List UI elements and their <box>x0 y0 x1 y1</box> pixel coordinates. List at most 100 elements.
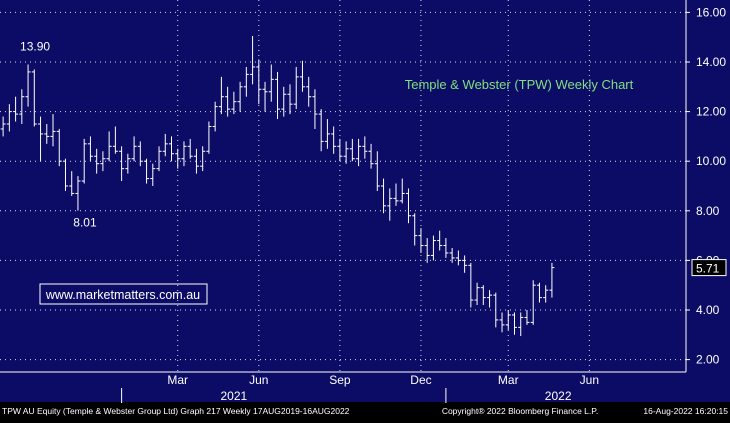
ohlc-bar <box>200 146 206 172</box>
footer-timestamp: 16-Aug-2022 16:20:15 <box>643 406 728 416</box>
ohlc-bar <box>225 86 231 117</box>
ohlc-bar <box>543 285 549 303</box>
ohlc-bar <box>287 84 293 115</box>
ohlc-bar <box>131 136 137 162</box>
ohlc-bar <box>144 158 150 184</box>
ohlc-bar <box>13 96 19 122</box>
ohlc-bar <box>112 126 118 154</box>
chart-title: Temple & Webster (TPW) Weekly Chart <box>405 77 634 92</box>
ohlc-bar <box>137 141 143 167</box>
annotations: 13.90 8.01 <box>20 39 97 229</box>
ohlc-bar <box>218 76 224 115</box>
ohlc-bar <box>81 138 87 184</box>
watermark-border <box>39 283 208 305</box>
ohlc-bar <box>75 176 81 211</box>
ohlc-bar <box>331 126 337 154</box>
ohlc-bar <box>487 290 493 308</box>
x-year-label: 2021 <box>221 389 248 403</box>
x-month-label: Dec <box>410 373 431 387</box>
y-tick-label: 12.00 <box>696 105 726 119</box>
ohlc-bar <box>318 109 324 152</box>
ohlc-bar <box>231 91 237 115</box>
ohlc-bar <box>156 146 162 172</box>
ohlc-bar <box>418 228 424 253</box>
footer-copyright: Copyright® 2022 Bloomberg Finance L.P. <box>442 406 598 416</box>
ohlc-bar <box>206 121 212 154</box>
ohlc-bar <box>312 89 318 129</box>
ohlc-bar <box>50 114 56 147</box>
ohlc-bar <box>281 86 287 117</box>
ohlc-bar <box>493 292 499 328</box>
ohlc-bar <box>193 148 199 174</box>
x-year-label: 2022 <box>545 389 572 403</box>
ohlc-bar <box>293 66 299 110</box>
ohlc-bar <box>262 81 268 112</box>
ohlc-bar <box>393 183 399 206</box>
ohlc-bar <box>337 138 343 162</box>
ohlc-bar <box>474 282 480 306</box>
y-tick-label: 14.00 <box>696 55 726 69</box>
ohlc-bar <box>268 64 274 102</box>
last-price-box <box>691 259 727 277</box>
ohlc-bar <box>38 116 44 162</box>
y-tick-label: 10.00 <box>696 154 726 168</box>
y-tick-label: 4.00 <box>696 303 720 317</box>
x-month-label: Jun <box>249 373 268 387</box>
plot-area <box>0 0 730 402</box>
ohlc-bar <box>181 141 187 167</box>
y-tick-label: 16.00 <box>696 5 726 19</box>
ohlc-bar <box>275 71 281 120</box>
price-bars <box>0 35 555 337</box>
ohlc-bar <box>25 64 31 107</box>
y-tick-label: 8.00 <box>696 204 720 218</box>
last-price-tag: 5.71 <box>691 259 727 277</box>
ohlc-bar <box>237 81 243 112</box>
ohlc-bar <box>362 136 368 159</box>
last-price-label: 5.71 <box>696 262 720 276</box>
watermark-box: www.marketmatters.com.au <box>39 283 208 305</box>
x-month-label: Jun <box>580 373 599 387</box>
ohlc-bar <box>437 230 443 251</box>
ohlc-bar <box>449 248 455 263</box>
ohlc-bar <box>505 310 511 330</box>
ohlc-bar <box>349 138 355 162</box>
ohlc-bar <box>443 238 449 258</box>
ohlc-bar <box>87 136 93 162</box>
footer-bar <box>0 403 730 418</box>
ohlc-bar <box>343 141 349 164</box>
ohlc-bar <box>536 282 542 303</box>
ohlc-bar <box>412 213 418 246</box>
ohlc-bar <box>374 151 380 191</box>
ohlc-bar <box>212 101 218 132</box>
watermark-text: www.marketmatters.com.au <box>45 288 200 302</box>
ohlc-bar <box>399 178 405 204</box>
ohlc-bar <box>256 59 262 105</box>
ohlc-bar <box>499 312 505 333</box>
ohlc-bar <box>549 262 555 298</box>
ohlc-bar <box>524 310 530 325</box>
ohlc-bar <box>94 148 100 174</box>
ohlc-bar <box>119 146 125 182</box>
ohlc-bar <box>250 35 256 85</box>
ohlc-bar <box>368 143 374 169</box>
ohlc-bar <box>405 188 411 224</box>
year-dividers <box>121 388 447 404</box>
ohlc-bar <box>299 60 305 92</box>
ohlc-bar <box>480 285 486 306</box>
ohlc-bar <box>387 188 393 221</box>
annotation-label: 13.90 <box>20 39 50 53</box>
ohlc-bar <box>530 280 536 325</box>
ohlc-bar <box>468 262 474 308</box>
ohlc-bar <box>0 116 6 137</box>
footer-security: TPW AU Equity (Temple & Webster Group Lt… <box>2 406 350 416</box>
ohlc-bar <box>306 76 312 107</box>
x-month-label: Mar <box>498 373 519 387</box>
ohlc-bar <box>19 89 25 124</box>
ohlc-bar <box>518 312 524 337</box>
ohlc-bar <box>100 151 106 172</box>
ohlc-bar <box>62 158 68 191</box>
ohlc-bar <box>56 128 62 167</box>
ohlc-bar <box>455 250 461 266</box>
